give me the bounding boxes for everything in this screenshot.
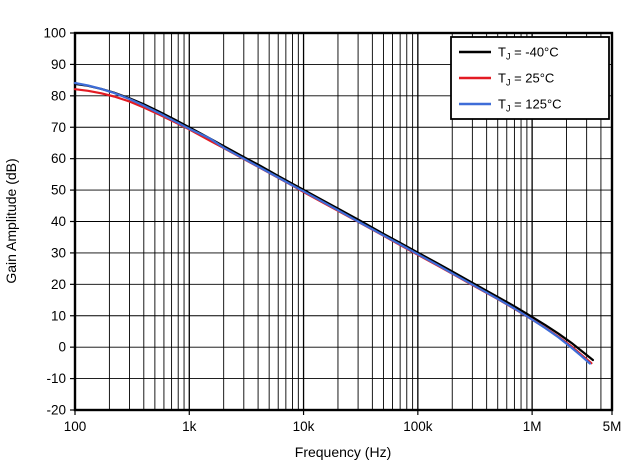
y-tick-label: -20 <box>46 403 66 418</box>
y-tick-label: 90 <box>51 57 66 72</box>
legend-label-tj-m40c: TJ = -40°C <box>498 45 559 62</box>
legend: TJ = -40°C TJ = 25°C TJ = 125°C <box>450 36 610 120</box>
series-line-tj-m40c <box>73 82 594 362</box>
y-tick-label: 50 <box>51 183 66 198</box>
x-tick-label: 10k <box>293 419 315 434</box>
y-tick-label: 20 <box>51 277 66 292</box>
legend-label-tj-25c: TJ = 25°C <box>498 71 554 88</box>
y-tick-label: 80 <box>51 88 66 103</box>
y-tick-label: 100 <box>43 26 66 41</box>
series-line-tj-25c <box>73 88 593 365</box>
y-tick-label: 30 <box>51 245 66 260</box>
x-tick-label: 100k <box>403 419 433 434</box>
x-axis-label: Frequency (Hz) <box>295 444 391 460</box>
legend-label-tj-125c: TJ = 125°C <box>498 97 562 114</box>
x-tick-label: 1k <box>182 419 197 434</box>
series-line-tj-125c <box>73 81 591 365</box>
x-tick-label: 100 <box>64 419 87 434</box>
y-tick-label: 0 <box>58 340 66 355</box>
y-tick-label: -10 <box>46 371 66 386</box>
y-tick-label: 60 <box>51 151 66 166</box>
y-tick-label: 40 <box>51 214 66 229</box>
y-tick-label: 10 <box>51 308 66 323</box>
x-tick-label: 5M <box>603 419 622 434</box>
y-tick-label: 70 <box>51 120 66 135</box>
plot-frame <box>73 31 614 412</box>
x-tick-label: 1M <box>523 419 542 434</box>
y-axis-label: Gain Amplitude (dB) <box>3 158 19 283</box>
